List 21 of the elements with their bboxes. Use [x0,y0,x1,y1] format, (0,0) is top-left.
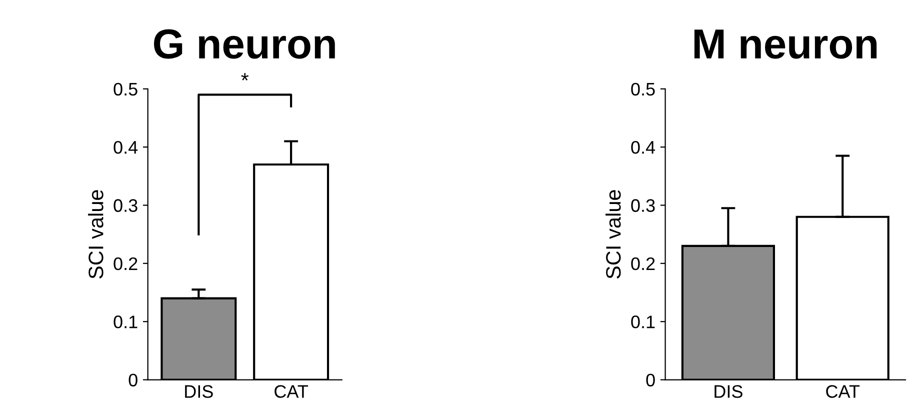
x-tick-label: DIS [185,385,213,398]
y-tick-label: 0.5 [631,82,655,96]
y-tick-label: 0.3 [631,199,655,212]
y-tick-label: 0.3 [114,199,138,212]
y-tick-label: 0.4 [114,140,138,154]
y-tick-label: 0 [128,374,138,386]
y-tick-label: 0.1 [114,316,138,328]
x-tick-label: DIS [714,385,742,398]
x-tick-label: CAT [826,385,860,398]
x-tick-label: CAT [274,385,308,398]
y-axis-title: SCI value [88,190,104,279]
text: * [241,73,249,80]
chart-title: M neuron [694,30,877,59]
y-tick-label: 0.2 [114,257,138,270]
y-axis-title: SCI value [605,190,621,279]
y-tick-label: 0 [646,374,655,386]
y-tick-label: 0.1 [631,316,655,328]
y-tick-label: 0.4 [631,140,656,154]
chart-title: G neuron [154,29,335,59]
y-tick-label: 0.2 [631,257,655,270]
y-tick-label: 0.5 [114,82,138,96]
